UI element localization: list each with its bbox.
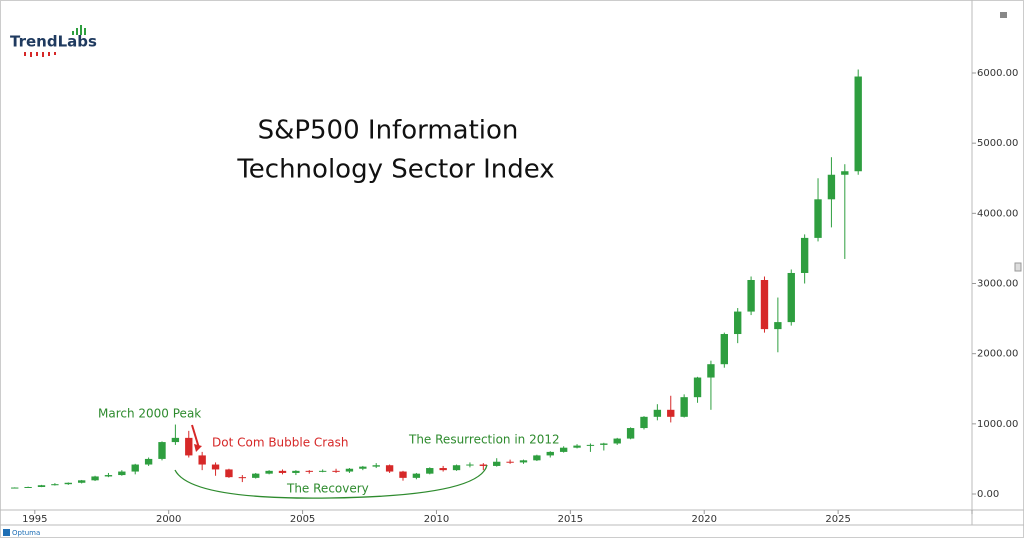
x-tick-label: 2005	[290, 514, 315, 525]
candle-body	[238, 477, 247, 479]
title-line: Technology Sector Index	[236, 155, 554, 185]
candle-body	[51, 484, 59, 486]
candle-body	[493, 461, 501, 466]
candle-body	[559, 447, 568, 452]
candle-body	[359, 466, 367, 469]
candle-body	[787, 272, 795, 323]
candle-body	[225, 469, 233, 478]
candle-body	[91, 476, 99, 481]
candle-body	[158, 442, 166, 459]
y-tick-label: 3000.00	[977, 279, 1018, 290]
candle-body	[439, 468, 447, 471]
candle-body	[573, 445, 581, 448]
candle-body	[345, 468, 354, 472]
candle-body	[814, 199, 822, 238]
candle-body	[118, 471, 126, 476]
candle-body	[827, 174, 836, 200]
candle-body	[466, 464, 474, 466]
logo: TrendLabs	[10, 25, 97, 57]
candle-body	[680, 397, 688, 417]
logo-text: TrendLabs	[10, 33, 97, 51]
x-tick-label: 2025	[825, 514, 850, 525]
candle-body	[332, 470, 340, 472]
candle-body	[399, 471, 407, 478]
candle-body	[305, 470, 313, 472]
candle-body	[211, 464, 220, 470]
y-tick-label: 5000.00	[977, 138, 1018, 149]
candle-body	[774, 322, 782, 330]
candle-body	[693, 377, 702, 398]
candle-body	[479, 464, 488, 466]
candle-body	[171, 437, 180, 443]
candle-body	[64, 482, 72, 485]
y-tick-label: 0.00	[977, 489, 999, 500]
lock-icon[interactable]	[1000, 12, 1007, 18]
scroll-handle[interactable]	[1014, 262, 1022, 272]
candle-body	[37, 485, 46, 487]
candle-body	[640, 416, 648, 429]
candle-body	[292, 470, 300, 473]
annotation: March 2000 Peak	[98, 407, 201, 421]
candle-body	[198, 455, 206, 465]
annotation: The Resurrection in 2012	[408, 433, 560, 447]
candle-body	[77, 480, 86, 483]
candle-body	[533, 455, 541, 461]
candle-body	[11, 487, 19, 489]
title-line: S&P500 Information	[258, 116, 519, 146]
candle-body	[667, 409, 675, 417]
arrow-head	[194, 444, 202, 452]
candle-body	[412, 473, 421, 478]
candle-body	[385, 465, 394, 472]
footer: Optuma	[12, 529, 40, 537]
annotation: The Recovery	[286, 482, 369, 496]
candle-body	[653, 409, 662, 417]
candle-body	[252, 473, 260, 478]
candle-body	[626, 428, 635, 439]
x-tick-label: 2015	[558, 514, 583, 525]
candle-body	[452, 465, 461, 471]
candle-body	[546, 451, 554, 456]
candle-body	[131, 464, 139, 472]
candle-body	[372, 465, 380, 467]
candle-body	[185, 437, 193, 456]
y-tick-label: 1000.00	[977, 419, 1018, 430]
footer-icon	[3, 529, 10, 536]
candle-body	[506, 461, 514, 463]
candle-body	[265, 470, 273, 474]
y-tick-label: 6000.00	[977, 68, 1018, 79]
recovery-arc	[174, 464, 488, 499]
candle-body	[586, 444, 595, 446]
candle-body	[613, 438, 621, 444]
candle-body	[519, 460, 528, 463]
candle-body	[720, 334, 728, 365]
candle-body	[24, 486, 32, 488]
candle-body	[841, 171, 849, 175]
candle-body	[854, 76, 862, 172]
candle-body	[600, 443, 608, 445]
candle-body	[426, 468, 434, 474]
candle-body	[747, 279, 755, 312]
candle-body	[278, 470, 287, 473]
y-tick-label: 2000.00	[977, 349, 1018, 360]
candle-body	[734, 311, 742, 335]
arrow	[191, 424, 200, 449]
x-tick-label: 2010	[424, 514, 449, 525]
y-tick-label: 4000.00	[977, 208, 1018, 219]
candle-body	[800, 237, 809, 273]
x-tick-label: 2000	[156, 514, 181, 525]
annotation: Dot Com Bubble Crash	[212, 436, 348, 450]
x-tick-label: 1995	[22, 514, 47, 525]
candle-body	[104, 475, 113, 477]
x-tick-label: 2020	[692, 514, 717, 525]
candle-body	[144, 458, 153, 465]
candle-body	[318, 470, 327, 472]
candle-body	[707, 364, 715, 378]
candle-body	[760, 279, 769, 330]
